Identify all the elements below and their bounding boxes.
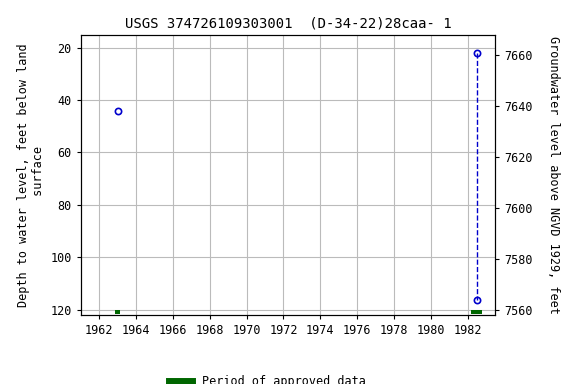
Y-axis label: Groundwater level above NGVD 1929, feet: Groundwater level above NGVD 1929, feet <box>547 36 560 314</box>
Bar <box>115 310 120 314</box>
Bar <box>471 310 483 314</box>
Title: USGS 374726109303001  (D-34-22)28caa- 1: USGS 374726109303001 (D-34-22)28caa- 1 <box>124 17 452 31</box>
Legend: Period of approved data: Period of approved data <box>164 371 370 384</box>
Y-axis label: Depth to water level, feet below land
 surface: Depth to water level, feet below land su… <box>17 43 45 306</box>
